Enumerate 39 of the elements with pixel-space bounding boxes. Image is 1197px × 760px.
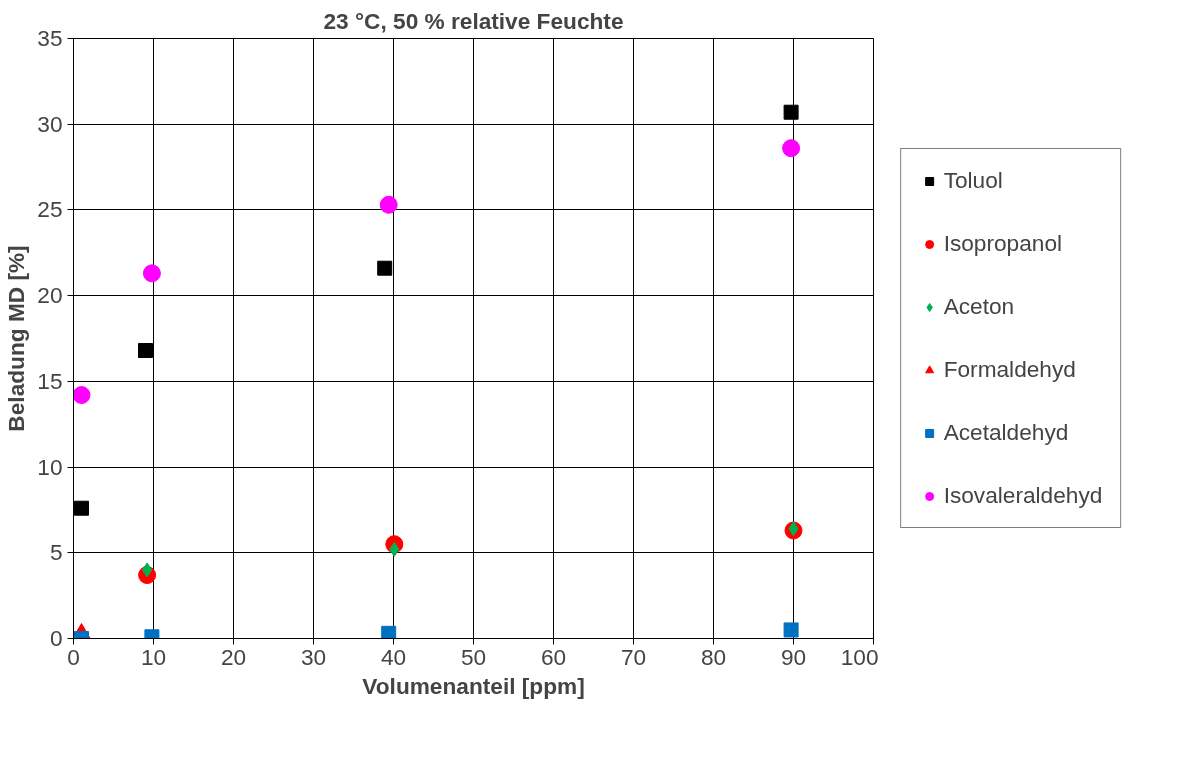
point: [379, 195, 398, 214]
x-tick-label: 50: [460, 643, 487, 670]
x-tick-label: 80: [700, 643, 727, 670]
legend-label: Toluol: [943, 167, 1003, 194]
point: [381, 625, 397, 639]
x-tick-label: 30: [300, 643, 327, 670]
legend-label: Formaldehyd: [943, 356, 1076, 383]
y-axis-title: Beladung MD [%]: [3, 245, 30, 432]
x-axis-title: Volumenanteil [ppm]: [362, 672, 585, 699]
y-tick-label: 15: [37, 367, 63, 394]
x-tick-label: 60: [540, 643, 567, 670]
x-tick-label: 20: [220, 643, 247, 670]
point: [782, 139, 801, 158]
point: [74, 500, 89, 516]
point: [138, 343, 153, 358]
y-tick-label: 10: [37, 453, 63, 480]
x-tick-label: 90: [780, 643, 807, 670]
point: [377, 260, 393, 276]
y-tick-label: 5: [49, 539, 63, 566]
x-tick-label: 100: [840, 643, 879, 670]
point: [783, 104, 799, 120]
point: [783, 622, 799, 638]
legend-label: Isopropanol: [943, 230, 1063, 257]
x-tick-label: 10: [140, 643, 167, 670]
y-tick-label: 20: [37, 282, 63, 309]
point: [141, 562, 153, 578]
x-tick-label: 40: [380, 643, 407, 670]
x-tick-label: 70: [620, 643, 647, 670]
legend-label: Acetaldehyd: [943, 419, 1069, 446]
legend-label: Isovaleraldehyd: [943, 482, 1103, 509]
y-tick-label: 25: [37, 196, 63, 223]
y-tick-label: 30: [37, 110, 63, 137]
y-tick-label: 0: [49, 625, 63, 651]
x-tick-label: 0: [67, 643, 80, 670]
y-tick-label: 35: [37, 25, 63, 51]
point: [73, 386, 91, 405]
chart-title: 23 °C, 50 % relative Feuchte: [323, 7, 624, 34]
point: [142, 264, 161, 283]
legend-label: Aceton: [943, 293, 1015, 320]
